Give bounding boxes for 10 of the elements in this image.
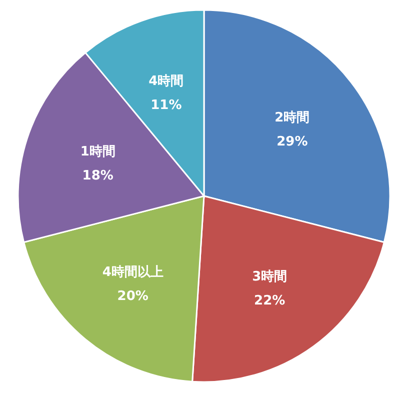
data-label: 20%	[117, 288, 148, 304]
slice-label: 3時間	[252, 269, 288, 284]
data-label: 18%	[82, 168, 114, 184]
slice-label: 4時間以上	[102, 264, 164, 280]
data-label: 22%	[254, 293, 286, 308]
data-label: 29%	[276, 134, 308, 150]
slice-label: 4時間	[148, 74, 184, 89]
slice-label: 1時間	[80, 144, 116, 160]
slice-label: 2時間	[274, 110, 310, 126]
data-label: 11%	[150, 98, 182, 113]
